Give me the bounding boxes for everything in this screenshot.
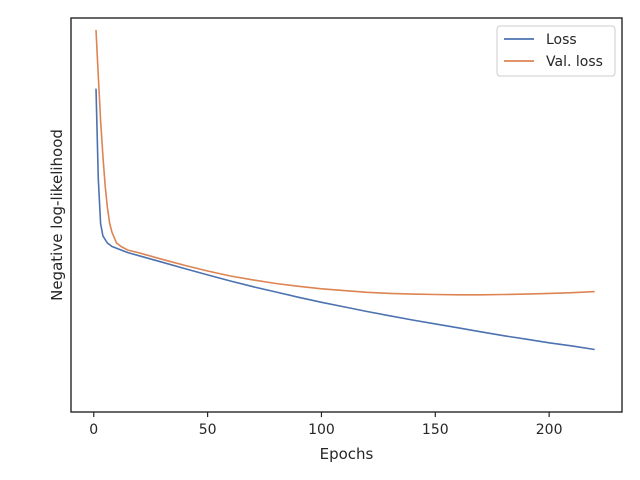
legend-label-loss: Loss: [546, 32, 577, 48]
x-tick-label: 200: [536, 422, 563, 438]
series-lines: [95, 29, 595, 351]
val-loss-line: [95, 29, 595, 296]
loss-line: [95, 88, 595, 351]
x-tick-label: 50: [199, 422, 217, 438]
legend: Loss Val. loss: [496, 25, 616, 77]
x-tick-label: 0: [89, 422, 98, 438]
legend-label-val-loss: Val. loss: [546, 54, 603, 70]
y-axis-label: Negative log-likelihood: [48, 129, 66, 301]
plot-frame: [70, 17, 623, 413]
x-axis-ticks: 0 50 100 150 200: [89, 412, 563, 438]
x-axis-label: Epochs: [320, 445, 374, 463]
x-tick-label: 100: [308, 422, 335, 438]
x-tick-label: 150: [422, 422, 449, 438]
